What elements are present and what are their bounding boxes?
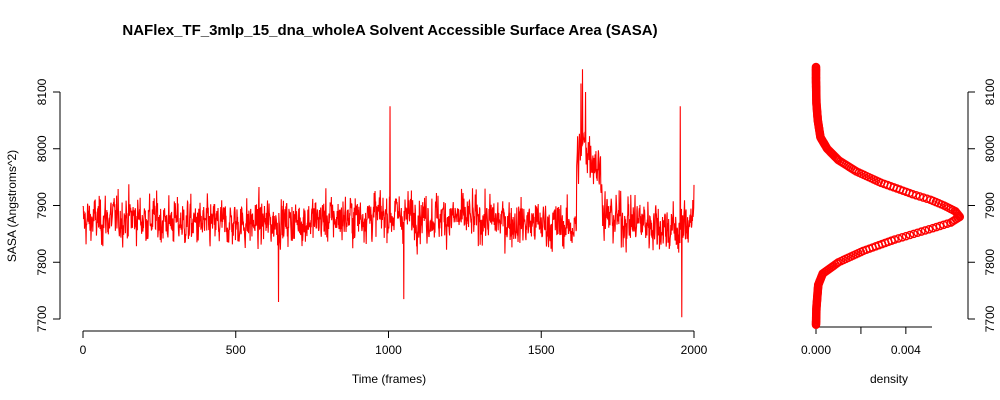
density-point bbox=[920, 226, 930, 235]
y-axis-label: SASA (Angstroms^2) bbox=[5, 150, 19, 262]
density-point bbox=[942, 219, 952, 228]
density-y-tick-label: 7900 bbox=[983, 192, 997, 219]
density-point bbox=[909, 229, 919, 239]
x-tick-label: 500 bbox=[226, 343, 246, 357]
x-axis-label: Time (frames) bbox=[352, 372, 426, 386]
density-point bbox=[905, 230, 915, 240]
density-point bbox=[894, 234, 903, 243]
density-axes: 0.000 0.004 7700 7800 7900 8000 8100 bbox=[801, 78, 997, 357]
y-tick-label: 7800 bbox=[35, 249, 49, 276]
density-curve bbox=[811, 62, 965, 329]
density-y-tick-label: 8100 bbox=[983, 78, 997, 105]
y-tick-label: 7700 bbox=[35, 305, 49, 332]
density-point bbox=[890, 235, 899, 244]
y-tick-label: 7900 bbox=[35, 192, 49, 219]
x-tick-label: 2000 bbox=[681, 343, 708, 357]
x-tick-label: 1500 bbox=[528, 343, 555, 357]
density-x-tick-label: 0.000 bbox=[801, 343, 831, 357]
density-point bbox=[913, 228, 922, 238]
density-y-tick-label: 8000 bbox=[983, 135, 997, 162]
density-x-tick-label: 0.004 bbox=[891, 343, 921, 357]
time-series-axes: 0 500 1000 1500 2000 7700 7800 7900 8000 8100 bbox=[35, 78, 708, 357]
density-point bbox=[897, 232, 907, 242]
density-point bbox=[811, 62, 821, 72]
density-axis-label: density bbox=[870, 372, 908, 386]
density-point bbox=[924, 225, 934, 234]
time-series-line bbox=[82, 69, 695, 318]
y-tick-label: 8100 bbox=[35, 78, 49, 105]
density-point bbox=[901, 231, 911, 241]
y-tick-label: 8000 bbox=[35, 135, 49, 162]
density-y-tick-label: 7700 bbox=[983, 305, 997, 332]
x-tick-label: 1000 bbox=[375, 343, 402, 357]
density-point bbox=[917, 227, 926, 236]
density-y-tick-label: 7800 bbox=[983, 249, 997, 276]
chart-title: NAFlex_TF_3mlp_15_dna_wholeA Solvent Acc… bbox=[122, 22, 657, 39]
x-tick-label: 0 bbox=[80, 343, 87, 357]
sasa-series-line bbox=[82, 69, 695, 318]
